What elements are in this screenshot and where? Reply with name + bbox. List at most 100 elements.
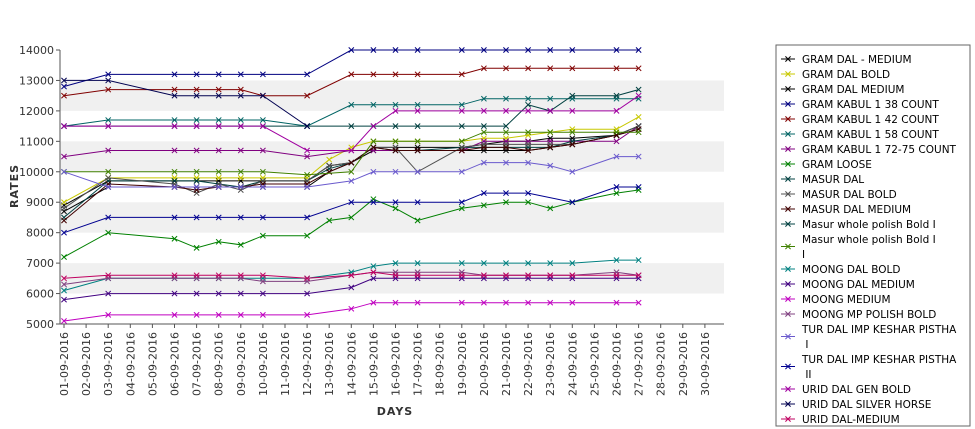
data-point (480, 65, 487, 72)
data-point (171, 168, 178, 175)
data-point (525, 129, 532, 136)
data-point (237, 174, 244, 181)
data-point (304, 311, 311, 318)
series-group (61, 47, 642, 324)
x-tick-label: 17-09-2016 (412, 332, 425, 396)
data-point (348, 47, 355, 53)
data-point (105, 123, 112, 130)
data-point (171, 235, 178, 242)
data-point (237, 214, 244, 221)
data-point (480, 129, 487, 136)
data-point (503, 144, 509, 151)
data-point (635, 92, 642, 99)
y-axis-ticks: 5000 6000 7000 8000 9000 10000 11000 12000 13000… (19, 44, 60, 331)
data-point (215, 184, 222, 190)
data-point (259, 147, 266, 154)
data-point (193, 244, 200, 251)
data-point (480, 159, 487, 166)
series (61, 184, 642, 236)
x-tick-label: 10-09-2016 (257, 332, 270, 396)
data-point (304, 232, 311, 239)
legend-marker (785, 101, 791, 107)
data-point (348, 272, 355, 279)
data-point (569, 129, 576, 136)
data-point (61, 217, 67, 224)
data-point (61, 281, 67, 288)
data-point (525, 95, 532, 102)
data-point (259, 311, 266, 318)
data-point (304, 184, 311, 190)
data-point (458, 71, 465, 78)
legend-item: MOONG MP POLISH BOLD (781, 309, 936, 321)
data-point (215, 168, 222, 175)
data-point (635, 184, 642, 190)
data-point (237, 92, 244, 99)
grid-band (60, 141, 724, 172)
data-point (547, 107, 554, 114)
data-point (414, 147, 421, 154)
data-point (259, 232, 266, 239)
data-point (569, 260, 576, 267)
data-point (458, 101, 465, 108)
legend-label: MASUR DAL MEDIUM (802, 204, 911, 216)
series (61, 47, 642, 90)
y-tick-label: 12000 (19, 105, 54, 118)
data-point (171, 290, 178, 297)
legend-marker (785, 206, 791, 212)
series-line (63, 156, 639, 188)
data-point (171, 117, 178, 123)
x-tick-label: 26-09-2016 (611, 332, 624, 396)
legend-label: GRAM LOOSE (802, 159, 872, 171)
data-point (215, 117, 222, 123)
data-point (171, 71, 178, 78)
data-point (458, 138, 465, 145)
data-point (348, 123, 355, 130)
data-point (525, 141, 532, 148)
data-point (613, 257, 620, 264)
data-point (193, 117, 200, 123)
x-tick-label: 07-09-2016 (191, 332, 204, 396)
data-point (414, 299, 421, 306)
data-point (370, 138, 377, 145)
data-point (480, 260, 487, 267)
x-tick-label: 21-09-2016 (500, 332, 513, 396)
data-point (613, 299, 620, 306)
data-point (105, 272, 112, 279)
data-point (61, 296, 67, 303)
legend-item: GRAM KABUL 1 58 COUNT (781, 129, 939, 141)
grid-bands (60, 80, 724, 294)
data-point (414, 217, 421, 224)
data-point (480, 190, 487, 197)
data-point (193, 311, 200, 318)
data-point (414, 272, 421, 279)
data-point (635, 129, 642, 136)
data-point (193, 272, 200, 279)
data-point (392, 205, 399, 212)
legend-item: GRAM DAL BOLD (781, 69, 890, 81)
data-point (613, 184, 620, 190)
data-point (215, 123, 222, 130)
x-axis-title: DAYS (377, 405, 413, 418)
data-point (215, 290, 222, 297)
series-line (64, 79, 308, 127)
data-point (392, 260, 399, 267)
data-point (105, 147, 112, 154)
legend-marker (785, 401, 791, 407)
x-tick-label: 11-09-2016 (279, 332, 292, 396)
data-point (259, 71, 266, 78)
data-point (547, 260, 554, 267)
data-point (635, 114, 642, 120)
legend-label: GRAM DAL - MEDIUM (802, 54, 912, 66)
data-point (370, 199, 377, 206)
data-point (547, 299, 554, 306)
legend-label: GRAM DAL BOLD (802, 69, 890, 81)
legend-marker (785, 281, 791, 287)
legend-item: GRAM DAL MEDIUM (781, 84, 904, 96)
series (61, 299, 642, 324)
data-point (480, 272, 487, 279)
data-point (613, 129, 620, 136)
x-tick-label: 08-09-2016 (213, 332, 226, 396)
data-point (569, 107, 576, 114)
series-line (63, 302, 639, 322)
